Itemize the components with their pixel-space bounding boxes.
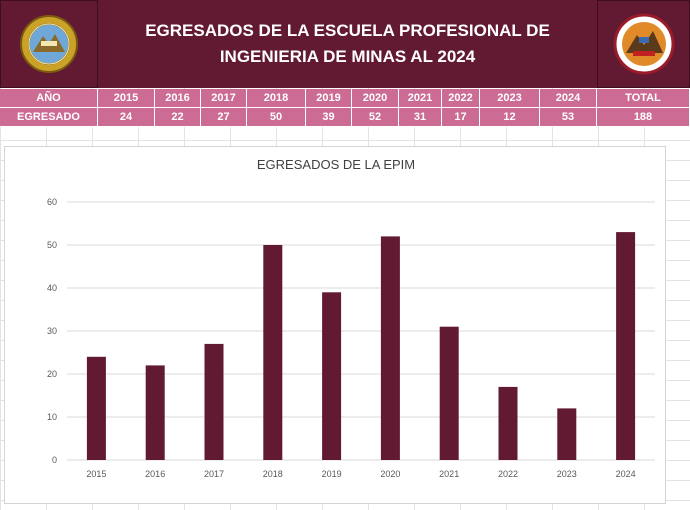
x-tick-label: 2023 — [557, 469, 577, 479]
year-cell: 2017 — [201, 89, 247, 108]
x-tick-label: 2019 — [322, 469, 342, 479]
x-tick-label: 2022 — [498, 469, 518, 479]
count-cell: 24 — [98, 108, 155, 127]
y-tick-label: 10 — [47, 412, 57, 422]
count-cell: 12 — [480, 108, 540, 127]
x-tick-label: 2024 — [616, 469, 636, 479]
y-tick-label: 60 — [47, 197, 57, 207]
year-cell: 2018 — [247, 89, 306, 108]
bar — [498, 386, 518, 460]
total-header: TOTAL — [597, 89, 690, 108]
count-cell: 31 — [399, 108, 442, 127]
year-cell: 2022 — [442, 89, 480, 108]
y-tick-label: 20 — [47, 369, 57, 379]
count-cell: 50 — [247, 108, 306, 127]
x-tick-label: 2015 — [86, 469, 106, 479]
graduates-row: EGRESADO 24 22 27 50 39 52 31 17 12 53 1… — [0, 108, 690, 127]
bar — [380, 236, 400, 460]
bar — [86, 356, 106, 460]
bar-chart: 0 10 20 30 40 50 60 2015 2016 2017 2018 2019 2020 202… — [47, 197, 655, 479]
chart-title: EGRESADOS DE LA EPIM — [256, 157, 416, 172]
y-tick-label: 30 — [47, 326, 57, 336]
year-cell: 2021 — [399, 89, 442, 108]
page-title: EGRESADOS DE LA ESCUELA PROFESIONAL DE I… — [98, 0, 597, 88]
year-cell: 2023 — [480, 89, 540, 108]
bar — [322, 292, 342, 460]
bar — [616, 232, 636, 460]
x-tick-label: 2020 — [380, 469, 400, 479]
graduates-row-label: EGRESADO — [0, 108, 98, 127]
year-cell: 2016 — [155, 89, 201, 108]
x-tick-label: 2016 — [145, 469, 165, 479]
bar — [145, 365, 165, 460]
year-cell: 2024 — [540, 89, 597, 108]
bar — [557, 408, 577, 460]
count-cell: 52 — [352, 108, 399, 127]
year-row-label: AÑO — [0, 89, 98, 108]
x-tick-label: 2018 — [263, 469, 283, 479]
bar — [439, 326, 459, 460]
bar — [204, 343, 224, 460]
count-cell: 17 — [442, 108, 480, 127]
y-tick-label: 40 — [47, 283, 57, 293]
count-cell: 27 — [201, 108, 247, 127]
count-cell: 39 — [306, 108, 352, 127]
year-cell: 2020 — [352, 89, 399, 108]
y-tick-label: 50 — [47, 240, 57, 250]
bar — [263, 245, 283, 460]
y-tick-label: 0 — [52, 455, 57, 465]
year-cell: 2019 — [306, 89, 352, 108]
total-value: 188 — [597, 108, 690, 127]
count-cell: 22 — [155, 108, 201, 127]
year-cell: 2015 — [98, 89, 155, 108]
chart-area[interactable]: EGRESADOS DE LA EPIM 0 10 20 30 40 50 60 2015 20… — [4, 146, 666, 504]
mining-school-emblem-icon — [597, 0, 690, 88]
university-seal-icon — [0, 0, 98, 88]
title-line-1: EGRESADOS DE LA ESCUELA PROFESIONAL DE — [145, 21, 550, 40]
title-line-2: INGENIERIA DE MINAS AL 2024 — [219, 47, 476, 66]
x-tick-label: 2017 — [204, 469, 224, 479]
x-tick-label: 2021 — [439, 469, 459, 479]
title-band: EGRESADOS DE LA ESCUELA PROFESIONAL DE I… — [0, 0, 690, 88]
count-cell: 53 — [540, 108, 597, 127]
year-row: AÑO 2015 2016 2017 2018 2019 2020 2021 2… — [0, 89, 690, 108]
